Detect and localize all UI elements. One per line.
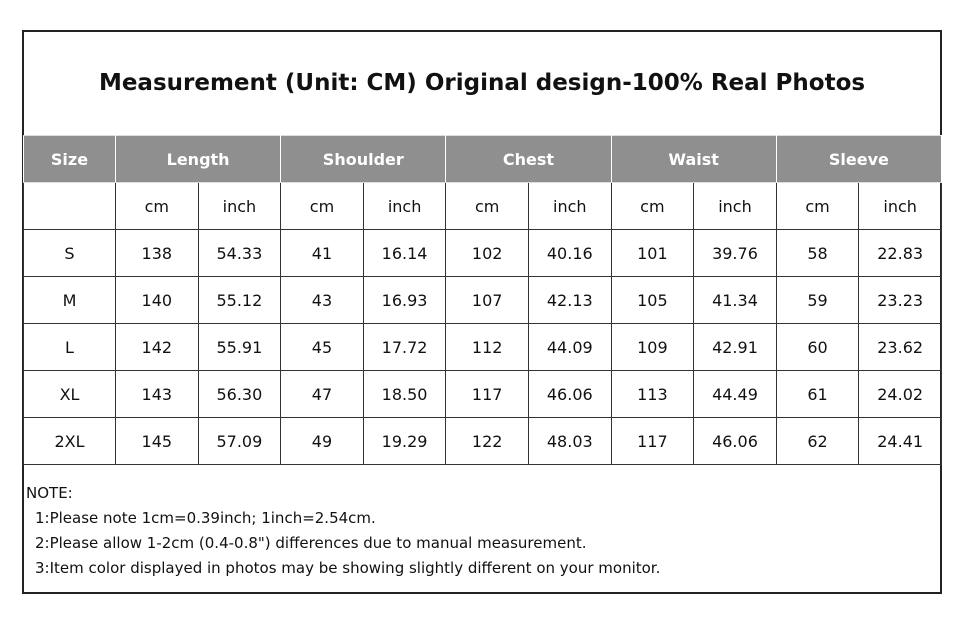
group-header: Chest — [445, 135, 612, 183]
value-cell: 17.72 — [362, 323, 447, 371]
value-cell: 43 — [280, 276, 364, 324]
unit-header: inch — [362, 182, 447, 230]
value-cell: 61 — [775, 370, 860, 418]
notes-label: NOTE: — [26, 484, 73, 502]
value-cell: 62 — [775, 417, 860, 465]
value-cell: 16.14 — [362, 229, 447, 277]
unit-header: cm — [115, 182, 199, 230]
group-header: Sleeve — [775, 135, 942, 183]
unit-header: inch — [197, 182, 282, 230]
title: Measurement (Unit: CM) Original design-1… — [98, 70, 866, 96]
value-cell: 117 — [445, 370, 529, 418]
group-header: Size — [23, 135, 116, 183]
value-cell: 54.33 — [197, 229, 282, 277]
value-cell: 24.02 — [858, 370, 942, 418]
value-cell: 60 — [775, 323, 860, 371]
data-row: S 138 54.33 41 16.14 102 40.16 101 39.76 58 22.83 — [23, 229, 942, 277]
size-cell: M — [23, 276, 116, 324]
value-cell: 24.41 — [858, 417, 942, 465]
value-cell: 138 — [115, 229, 199, 277]
value-cell: 143 — [115, 370, 199, 418]
unit-header: inch — [858, 182, 942, 230]
value-cell: 102 — [445, 229, 529, 277]
value-cell: 49 — [280, 417, 364, 465]
empty-cell — [23, 182, 116, 230]
unit-header: inch — [693, 182, 777, 230]
value-cell: 41 — [280, 229, 364, 277]
data-row: M 140 55.12 43 16.93 107 42.13 105 41.34 59 23.23 — [23, 276, 942, 324]
note-item: 1:Please note 1cm=0.39inch; 1inch=2.54cm… — [35, 509, 376, 527]
value-cell: 56.30 — [197, 370, 282, 418]
group-header: Length — [114, 135, 282, 183]
value-cell: 45 — [280, 323, 364, 371]
value-cell: 39.76 — [693, 229, 777, 277]
unit-header: cm — [445, 182, 529, 230]
value-cell: 55.12 — [197, 276, 282, 324]
value-cell: 59 — [775, 276, 860, 324]
data-row: XL 143 56.30 47 18.50 117 46.06 113 44.49 61 24.02 — [23, 370, 942, 418]
value-cell: 48.03 — [527, 417, 612, 465]
value-cell: 122 — [445, 417, 529, 465]
unit-row: cm inch cm inch cm inch cm inch cm inch — [23, 182, 942, 230]
value-cell: 117 — [610, 417, 695, 465]
value-cell: 44.09 — [527, 323, 612, 371]
size-cell: S — [23, 229, 116, 277]
value-cell: 40.16 — [527, 229, 612, 277]
value-cell: 101 — [610, 229, 695, 277]
value-cell: 42.91 — [693, 323, 777, 371]
value-cell: 42.13 — [527, 276, 612, 324]
value-cell: 16.93 — [362, 276, 447, 324]
value-cell: 22.83 — [858, 229, 942, 277]
value-cell: 23.23 — [858, 276, 942, 324]
size-cell: L — [23, 323, 116, 371]
unit-header: cm — [280, 182, 364, 230]
value-cell: 41.34 — [693, 276, 777, 324]
value-cell: 145 — [115, 417, 199, 465]
data-row: 2XL 145 57.09 49 19.29 122 48.03 117 46.06 62 24.4… — [23, 417, 942, 465]
value-cell: 105 — [610, 276, 695, 324]
value-cell: 112 — [445, 323, 529, 371]
size-table: Size Length Shoulder Chest Waist Sleeve cm inch… — [23, 135, 942, 465]
unit-header: cm — [775, 182, 860, 230]
note-item: 3:Item color displayed in photos may be … — [35, 559, 661, 577]
size-cell: XL — [23, 370, 116, 418]
group-header: Shoulder — [280, 135, 447, 183]
value-cell: 107 — [445, 276, 529, 324]
group-header: Waist — [610, 135, 777, 183]
value-cell: 44.49 — [693, 370, 777, 418]
data-row: L 142 55.91 45 17.72 112 44.09 109 42.91 60 23.62 — [23, 323, 942, 371]
value-cell: 57.09 — [197, 417, 282, 465]
value-cell: 109 — [610, 323, 695, 371]
value-cell: 58 — [775, 229, 860, 277]
value-cell: 47 — [280, 370, 364, 418]
value-cell: 140 — [115, 276, 199, 324]
value-cell: 46.06 — [693, 417, 777, 465]
value-cell: 55.91 — [197, 323, 282, 371]
unit-header: inch — [527, 182, 612, 230]
value-cell: 19.29 — [362, 417, 447, 465]
value-cell: 46.06 — [527, 370, 612, 418]
notes: NOTE: 1:Please note 1cm=0.39inch; 1inch=… — [24, 465, 940, 581]
size-cell: 2XL — [23, 417, 116, 465]
value-cell: 18.50 — [362, 370, 447, 418]
note-item: 2:Please allow 1-2cm (0.4-0.8") differen… — [35, 534, 587, 552]
value-cell: 113 — [610, 370, 695, 418]
unit-header: cm — [610, 182, 695, 230]
value-cell: 142 — [115, 323, 199, 371]
header-row: Size Length Shoulder Chest Waist Sleeve — [23, 135, 942, 183]
value-cell: 23.62 — [858, 323, 942, 371]
size-chart: Measurement (Unit: CM) Original design-1… — [22, 30, 942, 594]
